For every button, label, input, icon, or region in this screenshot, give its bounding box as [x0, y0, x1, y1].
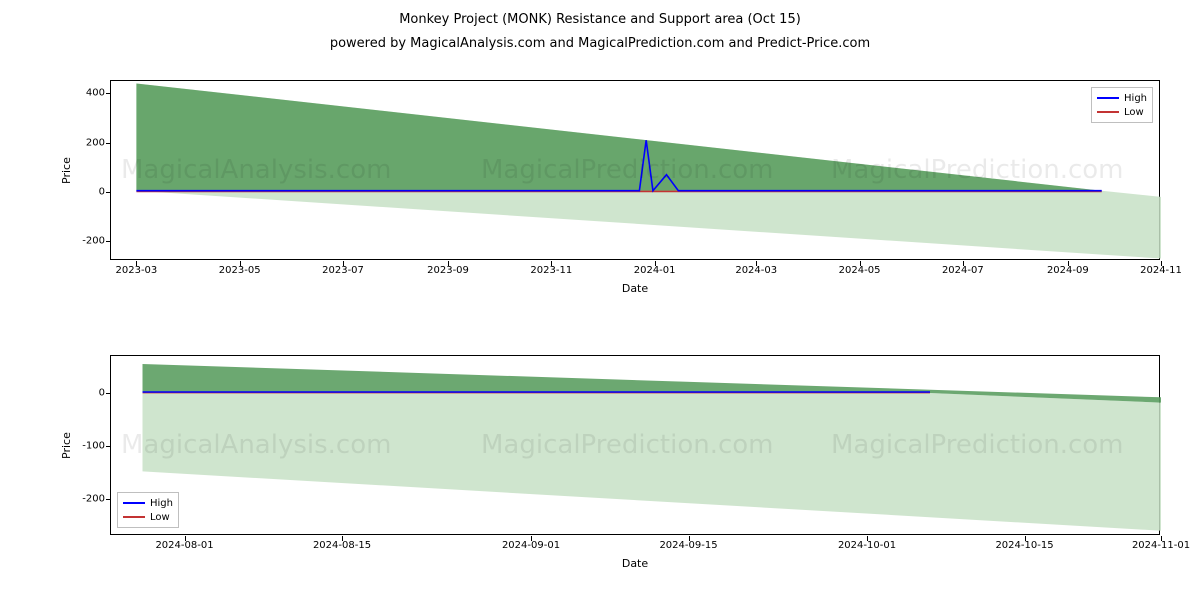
bottom-chart-plot: MagicalAnalysis.com MagicalPrediction.co… — [110, 355, 1160, 535]
legend-item-high: High — [1097, 91, 1147, 105]
top-chart-legend: High Low — [1091, 87, 1153, 123]
legend-swatch-high — [123, 502, 145, 504]
bottom-chart-svg — [111, 356, 1161, 536]
bottom-chart-ylabel: Price — [60, 432, 73, 459]
legend-item-low: Low — [123, 510, 173, 524]
chart-title: Monkey Project (MONK) Resistance and Sup… — [0, 12, 1200, 27]
legend-label-low: Low — [150, 512, 170, 523]
chart-subtitle: powered by MagicalAnalysis.com and Magic… — [0, 36, 1200, 51]
legend-label-low: Low — [1124, 107, 1144, 118]
legend-swatch-low — [1097, 111, 1119, 113]
legend-swatch-low — [123, 516, 145, 518]
top-chart-xlabel: Date — [110, 282, 1160, 295]
top-chart-plot: MagicalAnalysis.com MagicalPrediction.co… — [110, 80, 1160, 260]
legend-label-high: High — [1124, 93, 1147, 104]
bottom-chart-legend: High Low — [117, 492, 179, 528]
bottom-chart-xlabel: Date — [110, 557, 1160, 570]
legend-item-low: Low — [1097, 105, 1147, 119]
legend-item-high: High — [123, 496, 173, 510]
legend-label-high: High — [150, 498, 173, 509]
legend-swatch-high — [1097, 97, 1119, 99]
top-chart-svg — [111, 81, 1161, 261]
top-chart-ylabel: Price — [60, 157, 73, 184]
